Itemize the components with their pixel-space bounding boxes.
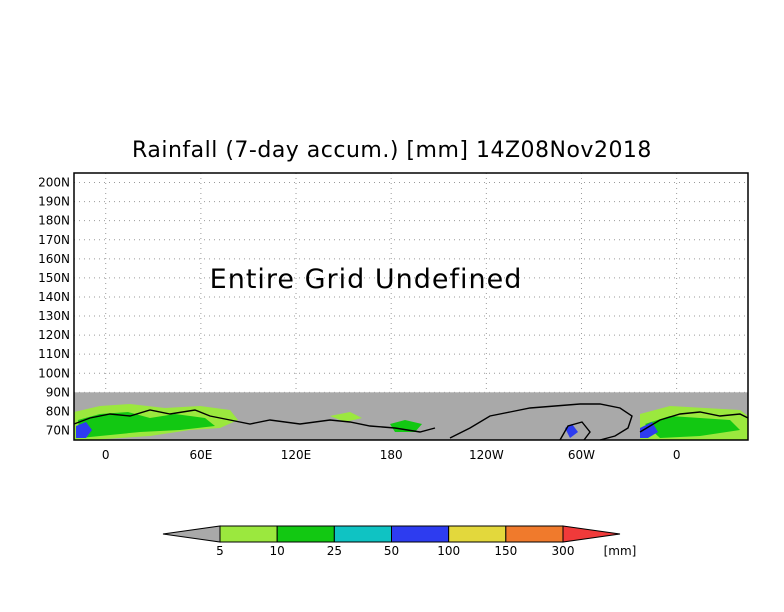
lat-tick-label: 160N xyxy=(38,252,70,266)
coastline-greenland xyxy=(559,421,591,441)
coastline-scandinavia xyxy=(639,411,749,433)
map-frame xyxy=(73,172,749,441)
lon-tick-label: 120W xyxy=(469,448,504,462)
lat-tick-label: 140N xyxy=(38,290,70,304)
rain-patches xyxy=(74,404,748,440)
colorbar-high-triangle xyxy=(562,525,621,543)
lat-tick-label: 150N xyxy=(38,271,70,285)
coastline-north-america xyxy=(449,403,633,441)
rain-patch-europe-heavy xyxy=(76,422,92,438)
lon-tick-label: 120E xyxy=(281,448,312,462)
colorbar-low-triangle xyxy=(162,525,221,543)
lat-tick-label: 190N xyxy=(38,195,70,209)
rain-patch-greenland xyxy=(565,424,578,438)
lat-tick-label: 80N xyxy=(46,404,70,418)
colorbar: 5 10 25 50 100 150 300 xyxy=(162,525,621,558)
lat-tick-label: 120N xyxy=(38,328,70,342)
lat-tick-label: 110N xyxy=(38,347,70,361)
colorbar-segment xyxy=(448,525,507,543)
lat-tick-label: 70N xyxy=(46,423,70,437)
colorbar-segment xyxy=(391,525,450,543)
lon-tick-label: 0 xyxy=(673,448,681,462)
lon-tick-label: 60W xyxy=(568,448,595,462)
longitude-tick-labels: 0 60E 120E 180 120W 60W 0 xyxy=(102,448,681,462)
rain-patch-scandinavia-heavy xyxy=(640,422,658,438)
colorbar-level-label: 25 xyxy=(327,544,342,558)
colorbar-segment xyxy=(219,525,278,543)
colorbar-level-label: 5 xyxy=(216,544,224,558)
coastlines xyxy=(73,403,749,441)
lon-tick-label: 180 xyxy=(380,448,403,462)
map-title: Rainfall (7-day accum.) [mm] 14Z08Nov201… xyxy=(132,138,652,163)
undefined-message: Entire Grid Undefined xyxy=(210,264,523,295)
lat-tick-label: 130N xyxy=(38,309,70,323)
colorbar-level-label: 10 xyxy=(270,544,285,558)
colorbar-segment xyxy=(276,525,335,543)
lat-tick-label: 100N xyxy=(38,366,70,380)
rain-patch-europe-core xyxy=(78,412,215,438)
colorbar-level-label: 100 xyxy=(437,544,460,558)
lat-tick-label: 170N xyxy=(38,233,70,247)
colorbar-level-label: 50 xyxy=(384,544,399,558)
lat-tick-label: 90N xyxy=(46,385,70,399)
colorbar-segment xyxy=(333,525,393,543)
latitude-tick-labels: 200N 190N 180N 170N 160N 150N 140N 130N 120N 110N… xyxy=(38,176,70,438)
colorbar-unit-label: [mm] xyxy=(604,544,637,558)
rain-patch-siberia xyxy=(330,412,362,422)
coastline-eurasia xyxy=(73,409,436,433)
lat-tick-label: 180N xyxy=(38,214,70,228)
lat-tick-label: 200N xyxy=(38,176,70,190)
colorbar-segment xyxy=(505,525,564,543)
colorbar-level-label: 300 xyxy=(552,544,575,558)
colorbar-level-label: 150 xyxy=(494,544,517,558)
lon-tick-label: 0 xyxy=(102,448,110,462)
rain-patch-scandinavia-core xyxy=(645,416,740,438)
lon-tick-label: 60E xyxy=(189,448,212,462)
